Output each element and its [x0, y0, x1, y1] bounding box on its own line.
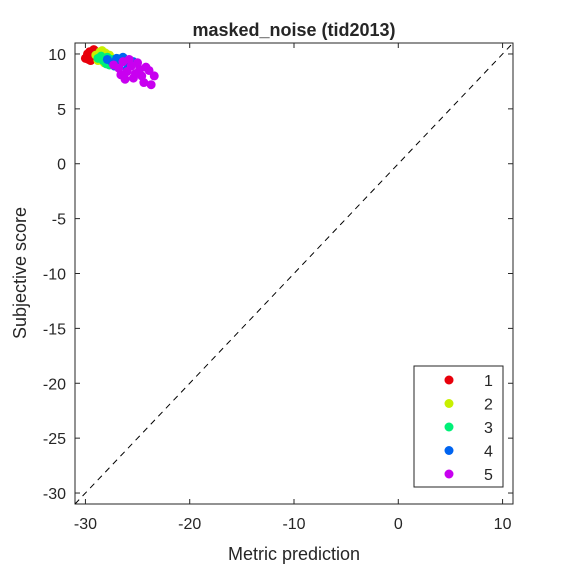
x-tick-label: -10	[282, 516, 305, 533]
y-tick-label: 0	[57, 157, 66, 174]
x-axis-ticks: -30 -20 -10 0 10	[74, 43, 512, 533]
y-tick-label: -25	[43, 431, 66, 448]
data-point-series-1	[84, 54, 94, 64]
y-axis-label: Subjective score	[10, 207, 30, 339]
legend: 1 2 3 4 5	[413, 365, 504, 488]
legend-label: 2	[484, 397, 493, 414]
legend-marker	[444, 399, 454, 408]
data-points	[80, 45, 159, 90]
legend-marker	[444, 469, 454, 479]
data-point-series-5	[141, 62, 151, 72]
data-point-series-5	[149, 71, 159, 81]
data-point-series-5	[133, 58, 143, 68]
x-tick-label: 10	[494, 516, 512, 533]
legend-box	[413, 365, 504, 488]
legend-marker	[444, 375, 454, 385]
data-point-series-5	[128, 73, 138, 83]
identity-line	[74, 42, 514, 505]
legend-label: 4	[484, 444, 493, 461]
data-point-series-5	[146, 80, 156, 90]
y-tick-label: -20	[43, 376, 66, 393]
y-tick-label: -30	[43, 486, 66, 503]
legend-marker	[444, 446, 454, 455]
y-tick-label: 5	[57, 102, 66, 119]
y-tick-label: 10	[48, 47, 66, 64]
legend-label: 5	[484, 467, 493, 484]
x-tick-label: -30	[74, 516, 97, 533]
y-axis-ticks: 10 5 0 -5 -10 -15 -20 -25 -30	[43, 47, 513, 503]
y-tick-label: -5	[52, 212, 66, 229]
chart-title: masked_noise (tid2013)	[192, 20, 395, 40]
x-axis-label: Metric prediction	[228, 544, 360, 564]
y-tick-label: -10	[43, 267, 66, 284]
legend-marker	[444, 422, 454, 432]
x-tick-label: 0	[394, 516, 403, 533]
legend-label: 1	[484, 373, 493, 390]
legend-label: 3	[484, 420, 493, 437]
data-point-series-5	[137, 71, 147, 81]
data-point-series-5	[120, 74, 130, 84]
data-point-series-5	[124, 54, 134, 64]
y-tick-label: -15	[43, 321, 66, 338]
x-tick-label: -20	[178, 516, 201, 533]
